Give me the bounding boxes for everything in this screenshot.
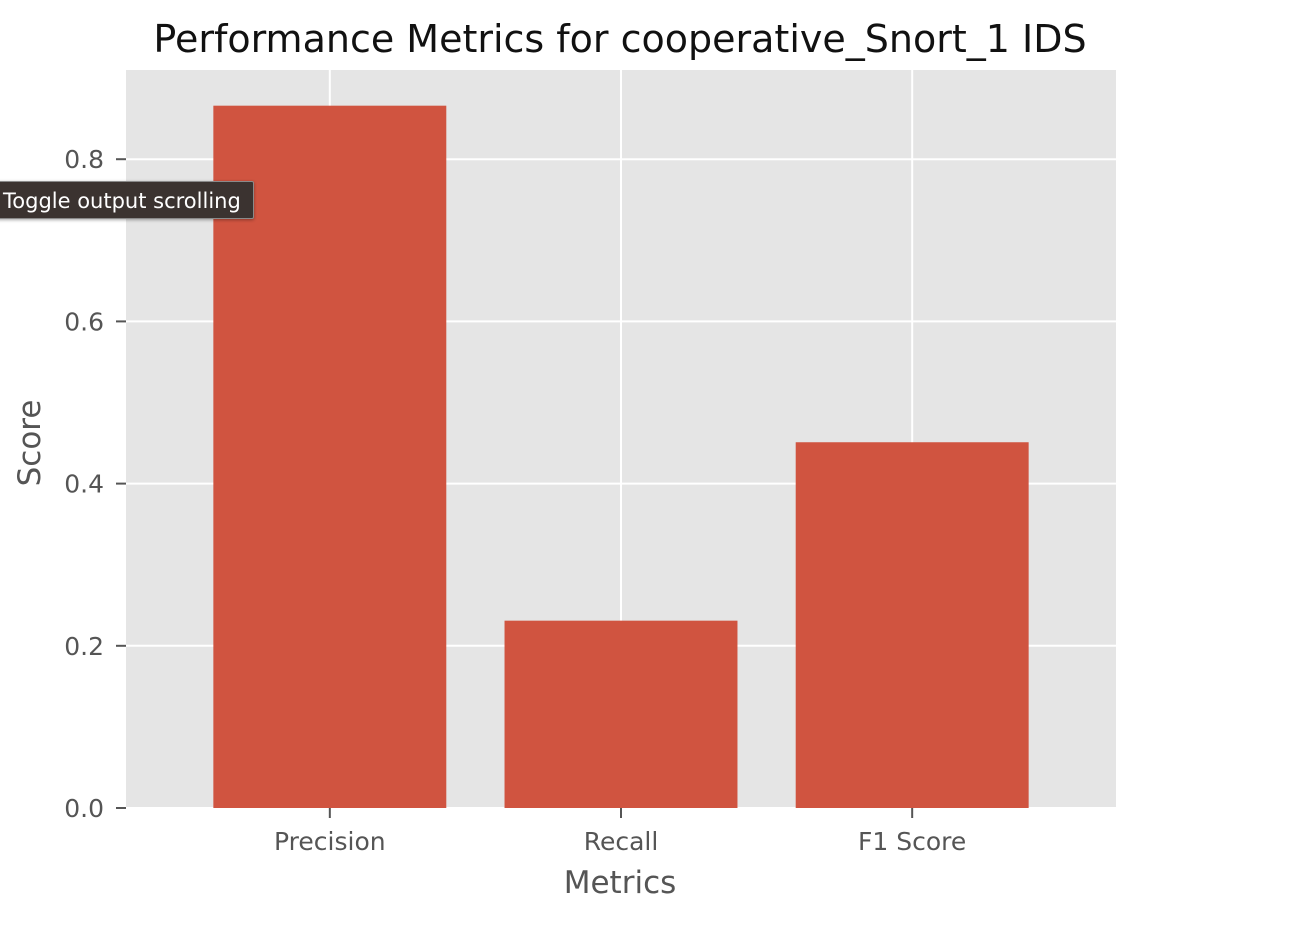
y-tick-label: 0.4 [64, 470, 104, 499]
chart-title: Performance Metrics for cooperative_Snor… [153, 17, 1086, 61]
bar-recall [504, 620, 738, 808]
x-tick-label: Precision [274, 827, 386, 856]
y-tick-label: 0.2 [64, 632, 104, 661]
y-axis: 0.0 0.2 0.4 0.6 0.8 [64, 145, 126, 823]
x-tick-label: F1 Score [858, 827, 966, 856]
bar-f1-score [795, 442, 1029, 808]
x-tick-label: Recall [584, 827, 659, 856]
y-axis-label: Score [12, 400, 48, 487]
x-axis-label: Metrics [564, 865, 677, 901]
x-axis: Precision Recall F1 Score [274, 808, 966, 856]
bar-precision [213, 105, 447, 808]
y-tick-label: 0.0 [64, 794, 104, 823]
toggle-output-scrolling-tooltip: Toggle output scrolling [0, 181, 254, 219]
bars [213, 105, 1029, 808]
y-tick-label: 0.8 [64, 145, 104, 174]
y-tick-label: 0.6 [64, 307, 104, 336]
